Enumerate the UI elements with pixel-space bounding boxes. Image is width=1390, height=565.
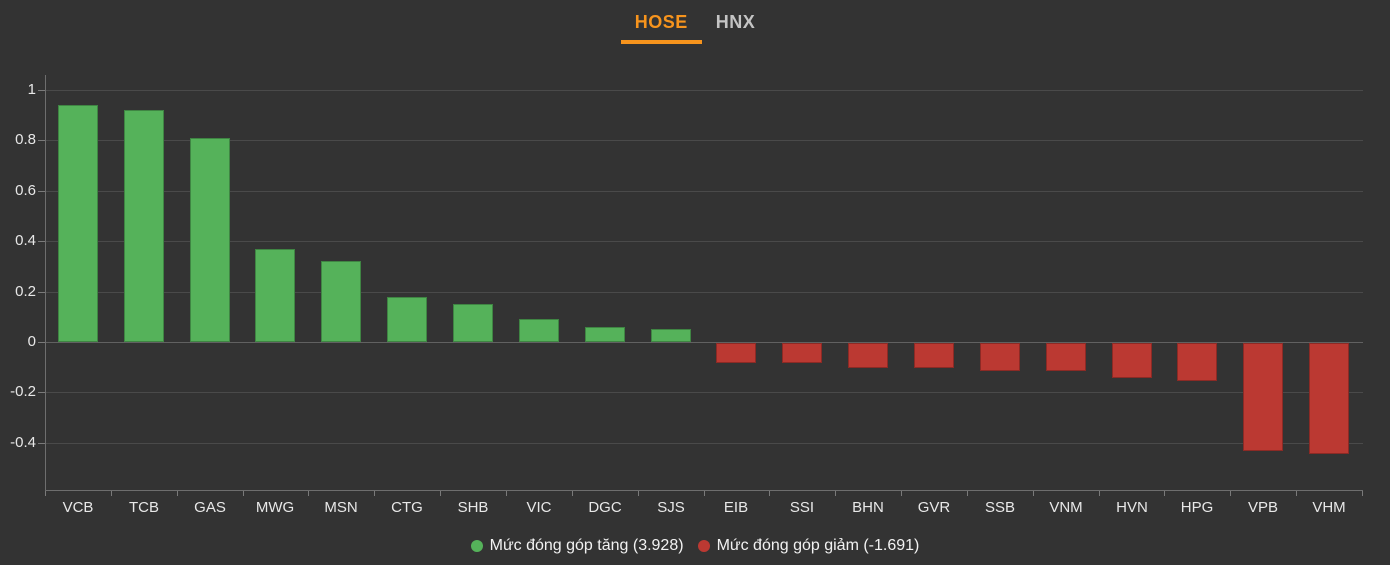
bar-vic[interactable] (519, 319, 559, 342)
legend-label-decrease: Mức đóng góp giảm (-1.691) (716, 537, 920, 554)
bar-bhn[interactable] (848, 343, 888, 368)
exchange-tabbar: HOSE HNX (0, 0, 1390, 48)
y-axis-tick (38, 292, 45, 293)
tab-hose[interactable]: HOSE (620, 10, 702, 44)
bar-gvr[interactable] (914, 343, 954, 368)
x-axis-tick (1296, 491, 1297, 496)
y-axis-tick (38, 342, 45, 343)
bar-vhm[interactable] (1309, 343, 1349, 454)
gridline (46, 241, 1363, 242)
x-axis-line (45, 490, 1363, 491)
x-axis-label-hpg: HPG (1180, 499, 1214, 516)
x-axis-tick (374, 491, 375, 496)
x-axis-tick (638, 491, 639, 496)
bar-mwg[interactable] (255, 249, 295, 342)
legend-item-decrease[interactable]: Mức đóng góp giảm (-1.691) (697, 537, 920, 555)
y-axis-tick (38, 140, 45, 141)
x-axis-tick (1033, 491, 1034, 496)
x-axis-tick (1099, 491, 1100, 496)
bar-vcb[interactable] (58, 105, 98, 342)
red-dot-icon (697, 540, 710, 552)
y-axis-label: 1 (27, 81, 36, 98)
x-axis-tick (769, 491, 770, 496)
tab-hnx[interactable]: HNX (715, 12, 756, 32)
x-axis-label-vcb: VCB (62, 499, 94, 516)
y-axis-tick (38, 241, 45, 242)
chart-legend: Mức đóng góp tăng (3.928) Mức đóng góp g… (0, 533, 1390, 559)
x-axis-label-mwg: MWG (255, 499, 295, 516)
gridline (46, 292, 1363, 293)
legend-label-increase: Mức đóng góp tăng (3.928) (489, 537, 684, 554)
x-axis-label-dgc: DGC (588, 499, 622, 516)
x-axis-tick (704, 491, 705, 496)
y-axis-label: -0.2 (10, 383, 36, 400)
x-axis-label-tcb: TCB (129, 499, 159, 516)
x-axis-tick (177, 491, 178, 496)
y-axis-label: -0.4 (10, 434, 36, 451)
gridline (46, 140, 1363, 141)
x-axis-tick (440, 491, 441, 496)
bar-dgc[interactable] (585, 327, 625, 342)
gridline (46, 342, 1363, 343)
x-axis-tick (506, 491, 507, 496)
x-axis-label-gas: GAS (194, 499, 226, 516)
y-axis-label: 0.4 (15, 232, 36, 249)
y-axis-label: 0.2 (15, 283, 36, 300)
bar-sjs[interactable] (651, 329, 691, 342)
x-axis-tick (967, 491, 968, 496)
x-axis-tick (111, 491, 112, 496)
x-axis-label-ssb: SSB (984, 499, 1015, 516)
x-axis-label-eib: EIB (723, 499, 749, 516)
gridline (46, 392, 1363, 393)
y-axis-tick (38, 392, 45, 393)
gridline (46, 191, 1363, 192)
y-axis-line (45, 75, 46, 490)
bar-ssi[interactable] (782, 343, 822, 363)
x-axis-tick (1164, 491, 1165, 496)
x-axis-tick (243, 491, 244, 496)
y-axis-tick (38, 90, 45, 91)
bar-gas[interactable] (190, 138, 230, 342)
x-axis-label-gvr: GVR (917, 499, 951, 516)
y-axis-tick (38, 443, 45, 444)
x-axis-tick (572, 491, 573, 496)
legend-item-increase[interactable]: Mức đóng góp tăng (3.928) (470, 537, 684, 555)
bar-ctg[interactable] (387, 297, 427, 342)
x-axis-tick (1230, 491, 1231, 496)
bar-vpb[interactable] (1243, 343, 1283, 451)
bar-shb[interactable] (453, 304, 493, 342)
x-axis-label-shb: SHB (457, 499, 489, 516)
bar-hpg[interactable] (1177, 343, 1217, 381)
x-axis-label-hvn: HVN (1116, 499, 1148, 516)
x-axis-tick (1362, 491, 1363, 496)
x-axis-tick (901, 491, 902, 496)
x-axis-label-vic: VIC (526, 499, 552, 516)
x-axis-label-sjs: SJS (657, 499, 685, 516)
x-axis-label-bhn: BHN (852, 499, 884, 516)
x-axis-label-msn: MSN (324, 499, 358, 516)
x-axis-label-vhm: VHM (1312, 499, 1346, 516)
x-axis-label-ctg: CTG (391, 499, 423, 516)
bar-hvn[interactable] (1112, 343, 1152, 378)
y-axis-label: 0 (27, 333, 36, 350)
green-dot-icon (470, 540, 483, 552)
x-axis-label-vnm: VNM (1049, 499, 1083, 516)
x-axis-tick (835, 491, 836, 496)
x-axis-tick (308, 491, 309, 496)
y-axis-tick (38, 191, 45, 192)
x-axis-label-ssi: SSI (789, 499, 815, 516)
gridline (46, 90, 1363, 91)
x-axis-tick (45, 491, 46, 496)
bar-msn[interactable] (321, 261, 361, 342)
bar-eib[interactable] (716, 343, 756, 363)
y-axis-label: 0.8 (15, 131, 36, 148)
y-axis-label: 0.6 (15, 182, 36, 199)
x-axis-label-vpb: VPB (1247, 499, 1278, 516)
bar-tcb[interactable] (124, 110, 164, 342)
bar-vnm[interactable] (1046, 343, 1086, 371)
gridline (46, 443, 1363, 444)
bar-ssb[interactable] (980, 343, 1020, 371)
